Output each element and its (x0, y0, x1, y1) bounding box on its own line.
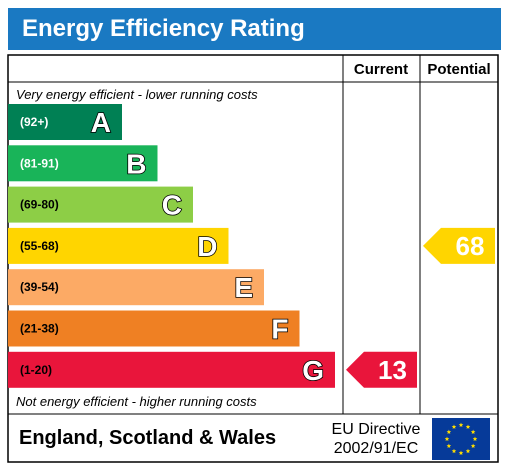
band-b-letter: B (126, 148, 146, 179)
band-d-range: (55-68) (20, 239, 59, 253)
band-g-letter: G (302, 355, 324, 386)
band-e-range: (39-54) (20, 280, 59, 294)
band-c-range: (69-80) (20, 198, 59, 212)
rating-bands: (92+) A (81-91) B (69-80) C (55-68) D (39-54) E (2… (8, 104, 335, 388)
band-a-letter: A (91, 107, 111, 138)
eu-star-icon (465, 424, 471, 429)
band-d-bar (8, 227, 229, 264)
band-b-range: (81-91) (20, 156, 59, 170)
eu-star-icon (444, 436, 450, 441)
current-rating-arrow (346, 351, 417, 388)
eu-star-icon (458, 422, 464, 427)
eu-stars (444, 422, 478, 455)
eu-flag-icon (432, 418, 490, 460)
potential-rating-value: 68 (456, 231, 485, 261)
eu-star-icon (472, 436, 478, 441)
footer-directive-line2: 2002/91/EC (334, 440, 419, 457)
footer-region: England, Scotland & Wales (19, 427, 276, 449)
band-e-bar (8, 269, 264, 306)
eu-star-icon (470, 429, 476, 434)
band-g-range: (1-20) (20, 363, 52, 377)
eu-star-icon (446, 429, 452, 434)
eu-star-icon (465, 448, 471, 454)
band-c-letter: C (162, 190, 182, 221)
title-banner: Energy Efficiency Rating (8, 8, 501, 50)
band-f-range: (21-38) (20, 322, 59, 336)
potential-column-heading: Potential (427, 61, 490, 78)
band-f-bar (8, 310, 300, 347)
band-f-letter: F (271, 314, 288, 345)
eu-star-icon (451, 448, 457, 454)
footer-directive-line1: EU Directive (332, 421, 421, 438)
bottom-caption: Not energy efficient - higher running co… (16, 394, 257, 409)
band-c-bar (8, 186, 193, 223)
band-d-letter: D (197, 231, 217, 262)
potential-rating-arrow (423, 227, 495, 264)
eu-star-icon (470, 443, 476, 448)
eu-star-icon (446, 443, 452, 448)
page-title: Energy Efficiency Rating (22, 15, 305, 42)
top-caption: Very energy efficient - lower running co… (16, 87, 258, 102)
eu-star-icon (458, 450, 464, 455)
band-b-bar (8, 145, 158, 182)
band-a-range: (92+) (20, 115, 48, 129)
band-g-bar (8, 351, 335, 388)
band-a-bar (8, 104, 122, 140)
rating-arrows: 13 68 (346, 227, 495, 388)
current-column-heading: Current (354, 61, 408, 78)
band-e-letter: E (234, 272, 253, 303)
current-rating-value: 13 (378, 355, 407, 385)
eu-star-icon (451, 424, 457, 429)
